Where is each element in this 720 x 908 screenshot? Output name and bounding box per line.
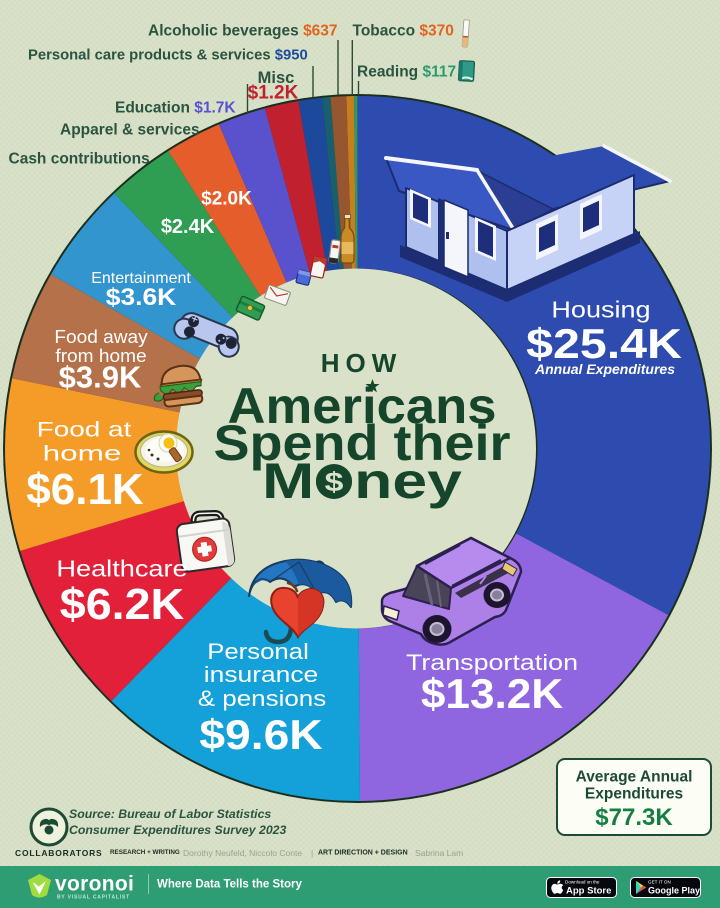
svg-text:$: $ bbox=[324, 467, 343, 497]
